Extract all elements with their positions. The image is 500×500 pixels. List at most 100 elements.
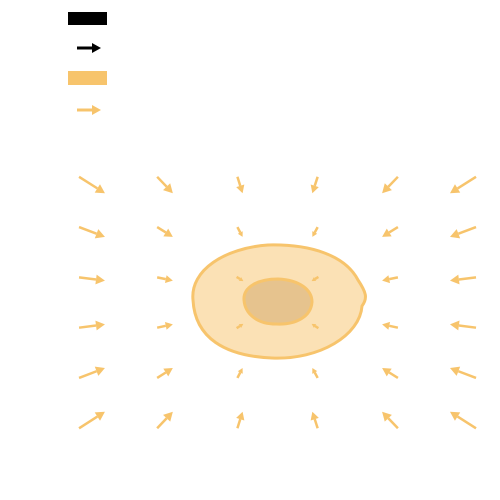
- legend-arrow-dark: [77, 43, 101, 53]
- arrow-head: [310, 184, 319, 194]
- arrow-head: [449, 320, 460, 331]
- arrow-shaft: [236, 418, 242, 429]
- arrow-shaft: [314, 324, 320, 330]
- field-arrow: [235, 323, 244, 330]
- arrow-head: [163, 228, 173, 237]
- arrow-shaft: [457, 225, 477, 235]
- field-arrow: [382, 411, 399, 430]
- field-arrow: [156, 368, 173, 380]
- arrow-shaft: [78, 276, 97, 281]
- arrow-head: [310, 411, 319, 421]
- field-arrow: [310, 176, 319, 194]
- arrow-shaft: [156, 371, 167, 380]
- arrow-head: [236, 184, 245, 194]
- field-arrow: [382, 321, 399, 330]
- legend-arrow-light: [77, 105, 101, 115]
- arrow-shaft: [78, 324, 97, 329]
- arrow-shaft: [458, 324, 477, 329]
- arrow-head: [95, 320, 105, 331]
- arrow-head: [163, 368, 173, 377]
- field-arrow: [382, 275, 399, 284]
- arrow-head: [164, 275, 173, 284]
- arrow-shaft: [388, 371, 399, 380]
- arrow-head: [382, 275, 391, 284]
- arrow-shaft: [156, 417, 168, 430]
- field-arrow: [311, 323, 320, 330]
- field-arrow: [78, 175, 105, 194]
- field-arrow: [156, 175, 173, 194]
- arrow-head: [95, 274, 105, 285]
- arrow-head: [449, 229, 461, 239]
- field-arrow: [310, 411, 319, 429]
- field-arrow: [382, 368, 399, 380]
- arrow-shaft: [156, 226, 167, 234]
- arrow-shaft: [236, 371, 242, 379]
- arrow-head: [238, 323, 244, 328]
- arrow-head: [449, 184, 461, 194]
- arrow-head: [94, 411, 105, 421]
- arrow-shaft: [388, 276, 399, 281]
- arrow-head: [311, 277, 317, 282]
- arrow-head: [94, 366, 105, 376]
- arrow-head: [237, 231, 243, 237]
- arrow-head: [163, 411, 173, 422]
- arrow-shaft: [387, 175, 399, 188]
- arrow-shaft: [156, 276, 167, 281]
- field-arrow: [78, 320, 105, 331]
- arrow-shaft: [78, 415, 99, 430]
- arrow-head: [382, 228, 392, 237]
- field-arrow: [312, 368, 319, 379]
- field-arrow: [449, 274, 477, 285]
- arrow-shaft: [313, 226, 319, 234]
- arrow-head: [94, 229, 105, 239]
- field-arrow: [449, 175, 477, 194]
- field-arrow: [156, 226, 173, 237]
- field-arrow: [236, 176, 245, 194]
- arrow-head: [382, 183, 392, 194]
- arrow-head: [382, 321, 391, 330]
- field-arrow: [236, 226, 243, 237]
- arrow-shaft: [235, 324, 241, 330]
- field-arrow: [449, 366, 477, 380]
- field-arrow: [449, 225, 477, 239]
- arrow-shaft: [156, 175, 168, 188]
- arrow-head: [237, 368, 243, 374]
- inner-region: [242, 277, 314, 326]
- arrow-head: [449, 411, 461, 421]
- arrow-shaft: [313, 418, 319, 429]
- arrow-shaft: [388, 226, 399, 234]
- field-arrow: [236, 411, 245, 429]
- arrow-head: [92, 43, 101, 53]
- field-arrow: [156, 411, 173, 430]
- arrow-shaft: [456, 175, 477, 190]
- field-arrow: [449, 320, 477, 331]
- field-arrow: [78, 411, 105, 430]
- arrow-head: [94, 184, 105, 194]
- arrow-head: [92, 105, 101, 115]
- arrow-head: [238, 277, 244, 282]
- arrow-shaft: [78, 175, 99, 190]
- arrow-head: [311, 323, 317, 328]
- arrow-shaft: [388, 324, 399, 329]
- arrow-head: [449, 274, 460, 285]
- arrow-shaft: [235, 275, 241, 281]
- arrow-head: [163, 183, 173, 194]
- field-arrow: [449, 411, 477, 430]
- arrow-shaft: [156, 324, 167, 329]
- field-arrow: [235, 275, 244, 282]
- field-arrow: [382, 226, 399, 237]
- arrow-head: [312, 368, 318, 374]
- field-arrow: [382, 175, 399, 194]
- field-arrow: [156, 275, 173, 284]
- field-arrow: [78, 225, 105, 239]
- field-arrow: [311, 275, 320, 282]
- arrow-shaft: [458, 276, 477, 281]
- arrow-shaft: [236, 176, 242, 187]
- arrow-head: [382, 411, 392, 422]
- arrow-shaft: [313, 371, 319, 379]
- field-arrow: [78, 366, 105, 380]
- arrow-shaft: [314, 275, 320, 281]
- field-arrow: [312, 226, 319, 237]
